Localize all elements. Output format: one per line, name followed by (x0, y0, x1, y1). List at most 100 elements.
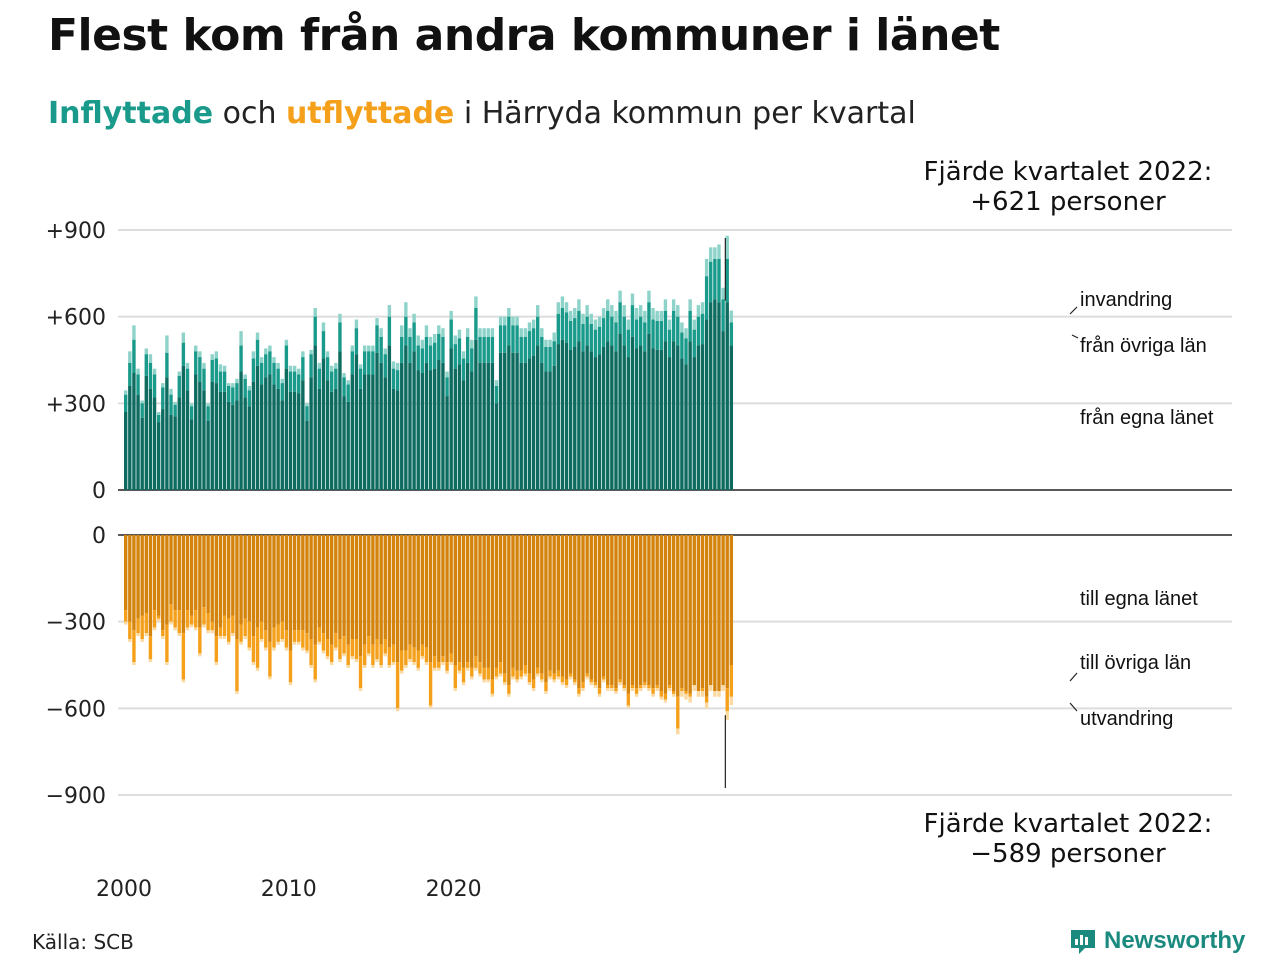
bar-inflow-own-county (375, 352, 379, 490)
bar-inflow-abroad (461, 351, 466, 359)
bar-inflow-abroad (247, 386, 251, 391)
bar-inflow-abroad (161, 383, 165, 388)
bar-inflow-other-counties (367, 351, 371, 375)
bar-outflow-other-counties (424, 647, 429, 663)
bar-outflow-abroad (379, 665, 383, 668)
bar-outflow-abroad (259, 639, 264, 642)
bar-outflow-other-counties (268, 641, 272, 677)
bar-inflow-own-county (247, 406, 251, 490)
bar-outflow-abroad (433, 667, 437, 671)
bar-inflow-abroad (325, 351, 330, 358)
bar-outflow-other-counties (243, 618, 247, 637)
bar-outflow-own-county (198, 535, 202, 628)
bar-inflow-abroad (478, 328, 482, 337)
bar-inflow-own-county (610, 345, 614, 490)
bar-inflow-own-county (494, 403, 499, 490)
bar-inflow-other-counties (560, 308, 565, 340)
bar-inflow-abroad (696, 305, 701, 317)
series-label-in-abroad: invandring (1080, 289, 1172, 311)
bar-outflow-own-county (503, 535, 507, 674)
series-label-leader (1069, 672, 1078, 682)
bar-inflow-abroad (560, 296, 565, 308)
bar-inflow-abroad (457, 329, 462, 339)
bar-outflow-other-counties (634, 688, 639, 694)
series-label-in-other: från övriga län (1080, 335, 1207, 357)
bar-inflow-own-county (507, 345, 511, 490)
bar-inflow-own-county (700, 344, 705, 490)
bar-outflow-abroad (568, 676, 573, 680)
bar-outflow-abroad (255, 667, 260, 671)
bar-inflow-abroad (490, 328, 495, 337)
bar-outflow-own-county (321, 535, 326, 634)
bar-outflow-own-county (297, 535, 301, 631)
bar-inflow-own-county (568, 349, 573, 490)
bar-outflow-other-counties (404, 650, 408, 665)
bar-inflow-abroad (313, 308, 317, 317)
bar-outflow-own-county (531, 535, 536, 680)
bar-outflow-other-counties (400, 650, 404, 671)
bar-inflow-abroad (552, 332, 556, 342)
bar-outflow-abroad (284, 647, 289, 651)
bar-inflow-abroad (441, 328, 445, 337)
bar-inflow-other-counties (161, 387, 165, 410)
bar-inflow-own-county (420, 373, 425, 490)
bar-outflow-own-county (371, 535, 375, 645)
bar-inflow-other-counties (667, 329, 672, 358)
bar-inflow-own-county (330, 391, 334, 490)
bar-inflow-other-counties (684, 338, 688, 365)
bar-outflow-abroad (206, 630, 210, 634)
bar-outflow-abroad (589, 682, 593, 686)
bar-outflow-other-counties (647, 685, 651, 689)
bar-inflow-other-counties (453, 344, 457, 369)
bar-inflow-abroad (721, 287, 725, 300)
bar-inflow-own-county (288, 391, 293, 490)
bar-outflow-other-counties (486, 667, 490, 680)
bar-outflow-abroad (437, 667, 441, 671)
bar-outflow-own-county (264, 535, 268, 631)
bar-inflow-own-county (140, 417, 144, 490)
bar-inflow-other-counties (552, 341, 556, 366)
bar-outflow-other-counties (568, 673, 573, 677)
bar-inflow-own-county (519, 362, 523, 490)
bar-inflow-own-county (132, 373, 136, 490)
bar-outflow-own-county (325, 535, 330, 639)
bar-inflow-other-counties (420, 348, 425, 373)
bar-inflow-other-counties (478, 336, 482, 363)
bar-inflow-abroad (404, 302, 408, 317)
bar-outflow-other-counties (301, 630, 305, 648)
bar-outflow-other-counties (264, 630, 268, 648)
bar-inflow-abroad (334, 362, 338, 369)
bar-inflow-own-county (457, 364, 462, 490)
series-label-out-abroad: utvandring (1080, 708, 1173, 730)
bar-outflow-other-counties (284, 630, 289, 648)
bar-inflow-abroad (544, 339, 548, 347)
bar-outflow-other-counties (222, 615, 227, 637)
bar-outflow-other-counties (210, 621, 214, 631)
bar-inflow-own-county (606, 341, 610, 490)
bar-outflow-abroad (400, 670, 404, 674)
bar-inflow-own-county (424, 362, 429, 490)
bar-outflow-other-counties (292, 630, 297, 642)
bar-inflow-own-county (297, 393, 301, 490)
bar-outflow-own-county (132, 535, 136, 631)
bar-outflow-other-counties (371, 644, 375, 665)
bar-inflow-abroad (659, 310, 663, 321)
bar-outflow-other-counties (124, 610, 128, 622)
bar-outflow-own-county (581, 535, 585, 683)
bar-outflow-abroad (124, 621, 128, 625)
bar-outflow-other-counties (305, 633, 309, 651)
bar-outflow-own-county (606, 535, 610, 686)
bar-inflow-other-counties (696, 316, 701, 346)
bar-inflow-own-county (152, 397, 157, 490)
bar-inflow-other-counties (630, 305, 635, 337)
bar-inflow-abroad (309, 349, 313, 355)
bar-outflow-own-county (375, 535, 379, 639)
bar-inflow-other-counties (334, 368, 338, 389)
bar-outflow-own-county (523, 535, 528, 665)
bar-inflow-other-counties (292, 371, 297, 392)
bar-inflow-other-counties (618, 302, 622, 334)
bar-inflow-other-counties (676, 316, 680, 346)
bar-inflow-own-county (412, 351, 416, 490)
bar-outflow-own-county (564, 535, 569, 680)
bar-outflow-abroad (214, 662, 219, 665)
